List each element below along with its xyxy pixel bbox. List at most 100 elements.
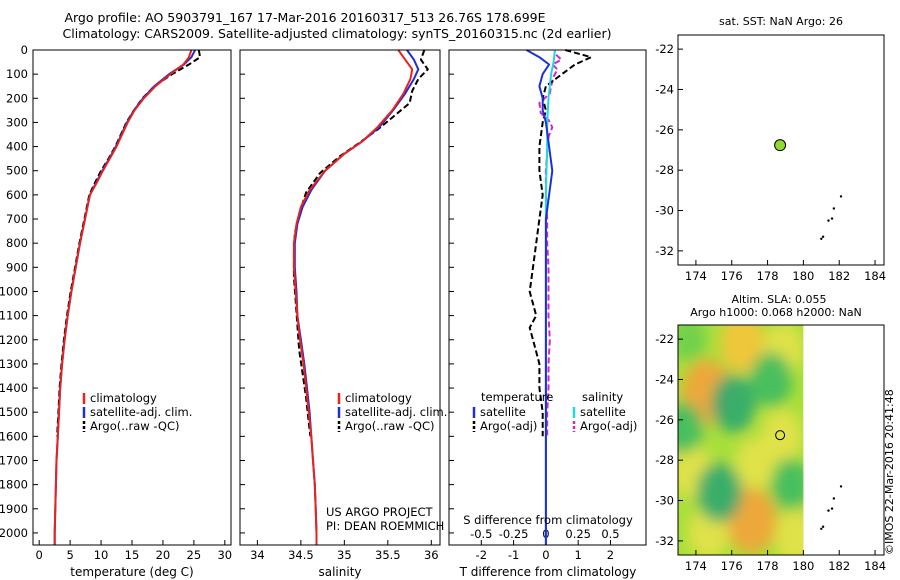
sla-anomaly-blob <box>735 438 776 491</box>
depth-tick-label: 2000 <box>0 526 28 540</box>
depth-tick-label: 1000 <box>0 284 28 298</box>
depth-tick-label: 900 <box>6 260 28 274</box>
lon-tick-label: 184 <box>864 559 886 573</box>
lat-tick-label: -32 <box>655 534 674 548</box>
sla-anomaly-blob <box>678 401 704 454</box>
sla-anomaly-blob <box>678 325 707 362</box>
sla-anomaly-blob <box>711 374 756 433</box>
sst-map-panel: sat. SST: NaN Argo: 26 -22 -24 -26 -28 -30 -3… <box>655 15 886 283</box>
legend-label: satellite-adj. clim. <box>345 405 447 419</box>
temperature-xlabel: temperature (deg C) <box>70 565 193 579</box>
depth-tick-label: 300 <box>6 115 28 129</box>
float-track-point <box>821 525 825 528</box>
depth-tick-label: 1500 <box>0 405 28 419</box>
float-track-point <box>827 219 830 222</box>
depth-tick-label: 1300 <box>0 357 28 371</box>
depth-tick-label: 1200 <box>0 333 28 347</box>
credit-label: ©IMOS 22-Mar-2016 20:41:48 <box>883 389 896 555</box>
sdiff-tick-label: 0.25 <box>565 527 591 541</box>
temperature-x-tick-label: 0 <box>36 548 43 562</box>
depth-tick-label: 100 <box>6 67 28 81</box>
series-line-climatology <box>292 49 414 545</box>
lon-tick-label: 176 <box>721 269 743 283</box>
title-line-2: Climatology: CARS2009. Satellite-adjuste… <box>63 26 612 41</box>
series-line-argo-raw-qc <box>292 49 429 437</box>
legend-label: climatology <box>345 391 412 405</box>
float-track-point <box>827 509 830 512</box>
depth-tick-label: 1800 <box>0 478 28 492</box>
temperature-x-tick-label: 10 <box>94 548 109 562</box>
legend-heading: salinity <box>582 390 623 404</box>
depth-tick-label: 1700 <box>0 453 28 467</box>
series-line-temperature-argo-adj <box>528 49 593 437</box>
depth-tick-label: 500 <box>6 164 28 178</box>
depth-tick-label: 200 <box>6 91 28 105</box>
temperature-x-tick-label: 5 <box>66 548 73 562</box>
salinity-x-tick-label: 36 <box>424 548 439 562</box>
depth-tick-label: 700 <box>6 212 28 226</box>
series-line-climatology <box>53 49 193 545</box>
legend-label: Argo(-adj) <box>580 419 637 433</box>
depth-tick-label: 1600 <box>0 429 28 443</box>
sla-map-title: Altim. SLA: 0.055 <box>731 293 826 306</box>
sdiff-tick-label: 0.5 <box>601 527 619 541</box>
legend-label: Argo(..raw -QC) <box>345 419 435 433</box>
depth-tick-label: 400 <box>6 140 28 154</box>
float-track-point <box>839 485 843 488</box>
depth-tick-label: 600 <box>6 188 28 202</box>
float-track-point <box>821 235 825 238</box>
sst-map-title: sat. SST: NaN Argo: 26 <box>719 15 843 28</box>
legend-label: satellite-adj. clim. <box>90 405 192 419</box>
sla-map-frame <box>677 324 885 556</box>
depth-tick-label: 1100 <box>0 309 28 323</box>
sla-field-blobs <box>678 325 804 555</box>
temperature-x-tick-label: 20 <box>156 548 171 562</box>
sla-anomaly-blob <box>696 462 743 523</box>
float-track-point <box>820 527 823 530</box>
temperature-panel: 0100200300400500600700800900100011001200… <box>0 43 232 579</box>
sst-map-frame <box>677 34 885 266</box>
float-track-point <box>839 195 843 198</box>
float-position-marker <box>775 430 786 441</box>
temperature-x-tick-label: 25 <box>187 548 202 562</box>
salinity-plot-frame <box>239 49 441 546</box>
depth-tick-label: 1900 <box>0 502 28 516</box>
lon-tick-label: 180 <box>792 559 814 573</box>
lat-tick-label: -30 <box>655 494 674 508</box>
temperature-x-tick-label: 30 <box>217 548 232 562</box>
title-line-1: Argo profile: AO 5903791_167 17-Mar-2016… <box>64 10 545 25</box>
sla-map-subtitle: Argo h1000: 0.068 h2000: NaN <box>690 306 862 319</box>
lat-tick-label: -30 <box>655 204 674 218</box>
float-track-point <box>830 217 834 220</box>
lat-tick-label: -26 <box>655 123 674 137</box>
lat-tick-label: -28 <box>655 453 674 467</box>
difference-plot-frame <box>448 49 647 546</box>
sdiff-tick-label: -0.25 <box>499 527 529 541</box>
sla-anomaly-blob <box>770 458 804 511</box>
legend-label: Argo(..raw -QC) <box>90 419 180 433</box>
depth-tick-label: 0 <box>21 43 28 57</box>
lat-tick-label: -22 <box>655 42 674 56</box>
temperature-plot-frame <box>32 49 232 546</box>
lat-tick-label: -22 <box>655 332 674 346</box>
pi-label: PI: DEAN ROEMMICH <box>326 519 444 533</box>
depth-tick-label: 1400 <box>0 381 28 395</box>
lon-tick-label: 184 <box>864 269 886 283</box>
float-position-marker <box>774 139 787 152</box>
salinity-x-tick-label: 34 <box>250 548 265 562</box>
lon-tick-label: 178 <box>757 269 779 283</box>
temperature-x-tick-label: 15 <box>125 548 140 562</box>
salinity-x-tick-label: 34.5 <box>288 548 314 562</box>
lon-tick-label: 182 <box>828 269 850 283</box>
salinity-x-tick-label: 35.5 <box>375 548 401 562</box>
lat-tick-label: -24 <box>655 372 674 386</box>
sla-map-panel: Altim. SLA: 0.055 Argo h1000: 0.068 h200… <box>655 293 886 573</box>
sla-anomaly-blob <box>720 325 765 373</box>
float-track-point <box>832 497 836 500</box>
float-track-point <box>820 237 823 240</box>
tdiff-x-tick-label: -2 <box>476 548 487 562</box>
salinity-x-tick-label: 35 <box>337 548 352 562</box>
tdiff-x-tick-label: 1 <box>575 548 582 562</box>
project-label: US ARGO PROJECT <box>326 505 434 519</box>
